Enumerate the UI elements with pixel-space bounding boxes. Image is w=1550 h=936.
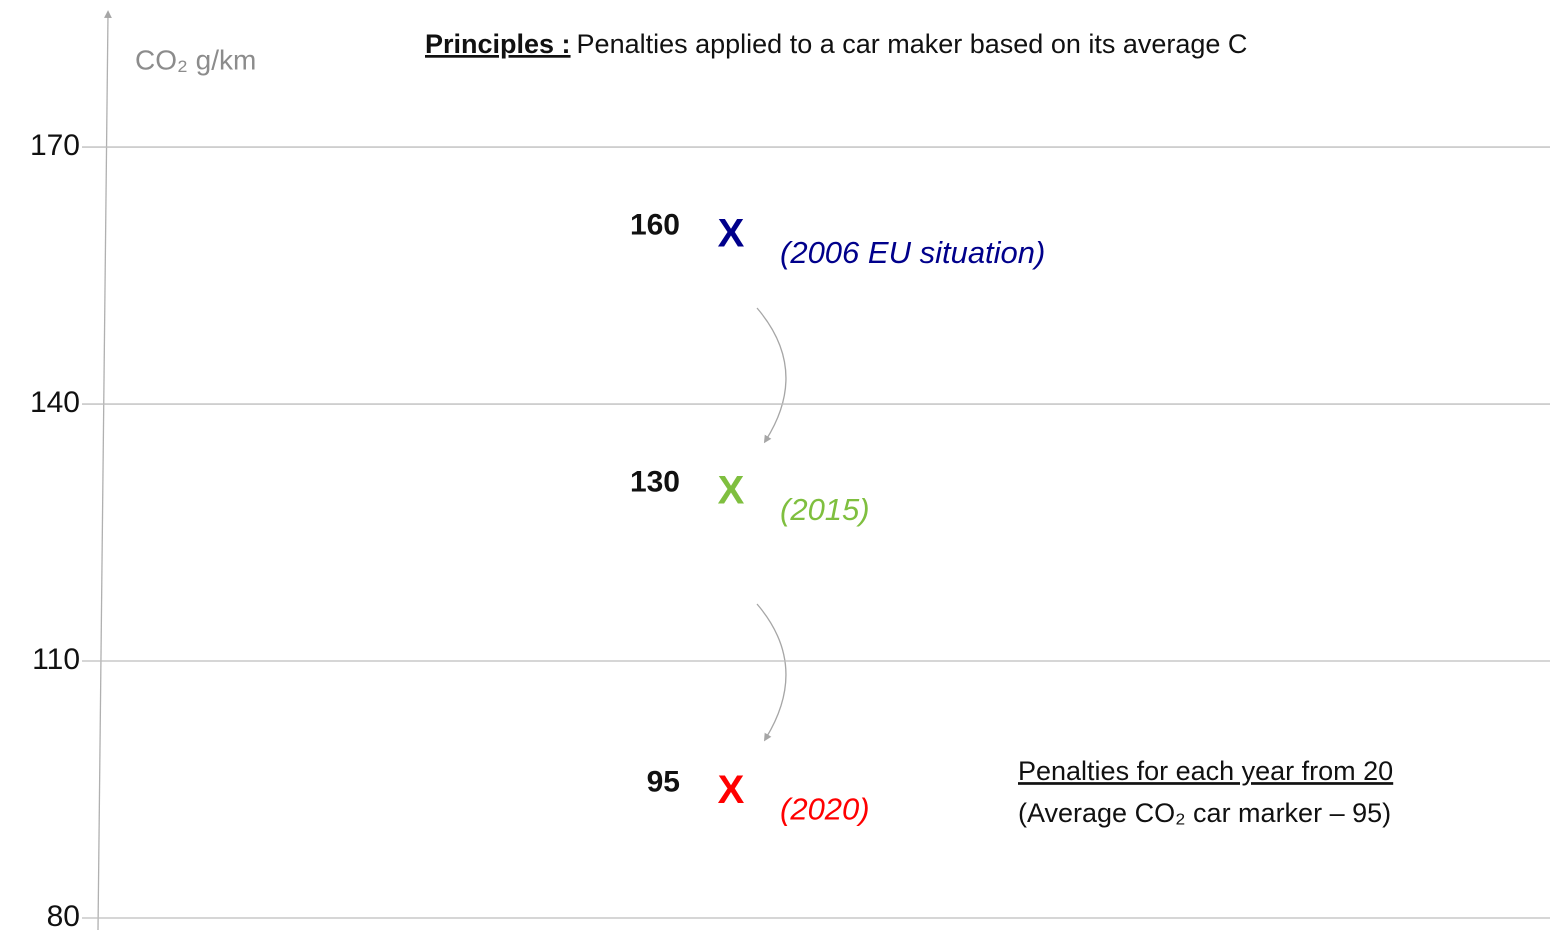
annotation: (Average CO₂ car marker – 95) [1018, 798, 1391, 828]
marker: X [718, 468, 745, 512]
y-axis-label: CO₂ g/km [135, 44, 256, 75]
value-label: 95 [647, 765, 680, 798]
title-prefix: Principles : [425, 29, 571, 59]
title-text: Penalties applied to a car maker based o… [577, 29, 1248, 59]
title: Principles : Penalties applied to a car m… [425, 29, 1247, 59]
y-axis [97, 10, 112, 931]
y-tick-label: 140 [30, 386, 80, 419]
annotation: Penalties for each year from 20 [1018, 756, 1393, 786]
point-label: (2015) [780, 492, 870, 527]
y-tick-label: 80 [47, 900, 80, 933]
y-tick-label: 110 [32, 643, 80, 676]
point-label: (2006 EU situation) [780, 235, 1045, 270]
arrow [756, 307, 787, 444]
marker: X [718, 768, 745, 812]
value-label: 160 [630, 209, 680, 242]
value-label: 130 [630, 466, 680, 499]
marker: X [718, 211, 745, 255]
arrow [756, 603, 787, 742]
point-label: (2020) [780, 792, 870, 827]
y-tick-label: 170 [30, 129, 80, 162]
